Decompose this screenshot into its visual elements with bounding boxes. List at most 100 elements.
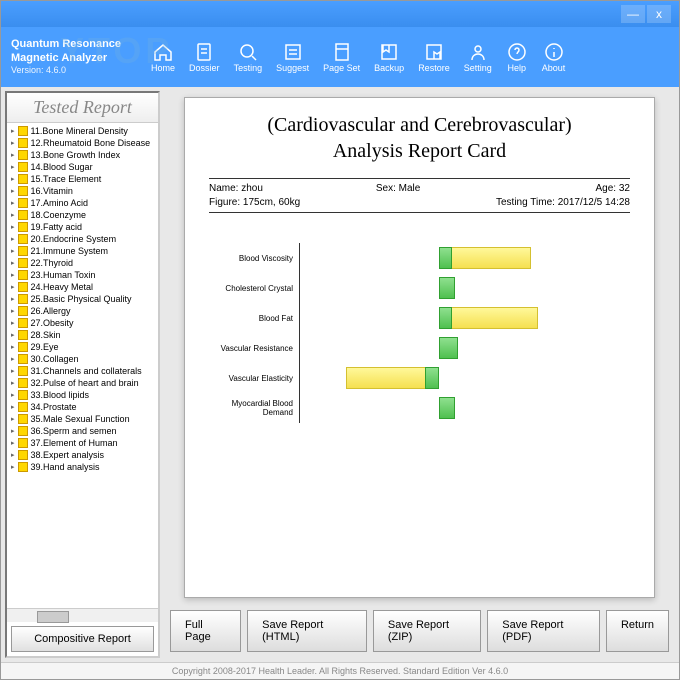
tree-item[interactable]: 37.Element of Human	[9, 437, 156, 449]
folder-icon	[18, 378, 28, 388]
tree-label: 14.Blood Sugar	[31, 162, 93, 172]
toolbar-setting[interactable]: Setting	[464, 41, 492, 73]
tree-label: 24.Heavy Metal	[31, 282, 94, 292]
toolbar-about[interactable]: About	[542, 41, 566, 73]
tree-item[interactable]: 31.Channels and collaterals	[9, 365, 156, 377]
tree-item[interactable]: 33.Blood lipids	[9, 389, 156, 401]
tree-label: 28.Skin	[31, 330, 61, 340]
tree-item[interactable]: 35.Male Sexual Function	[9, 413, 156, 425]
folder-icon	[18, 210, 28, 220]
tree-item[interactable]: 29.Eye	[9, 341, 156, 353]
return-button[interactable]: Return	[606, 610, 669, 652]
toolbar-backup[interactable]: Backup	[374, 41, 404, 73]
compositive-report-button[interactable]: Compositive Report	[11, 626, 154, 652]
folder-icon	[18, 426, 28, 436]
body: Tested Report 11.Bone Mineral Density12.…	[1, 87, 679, 662]
folder-icon	[18, 174, 28, 184]
tree-item[interactable]: 17.Amino Acid	[9, 197, 156, 209]
folder-icon	[18, 258, 28, 268]
folder-icon	[18, 222, 28, 232]
page-icon	[331, 41, 353, 63]
tree-item[interactable]: 19.Fatty acid	[9, 221, 156, 233]
tree-item[interactable]: 28.Skin	[9, 329, 156, 341]
doc-icon	[193, 41, 215, 63]
tree-label: 27.Obesity	[31, 318, 74, 328]
save-report-zip--button[interactable]: Save Report (ZIP)	[373, 610, 481, 652]
folder-icon	[18, 138, 28, 148]
tree-item[interactable]: 16.Vitamin	[9, 185, 156, 197]
meta-right: Age: 32 Testing Time: 2017/12/5 14:28	[496, 183, 630, 208]
toolbar-label: Suggest	[276, 63, 309, 73]
toolbar-home[interactable]: Home	[151, 41, 175, 73]
tree-item[interactable]: 15.Trace Element	[9, 173, 156, 185]
tree-item[interactable]: 23.Human Toxin	[9, 269, 156, 281]
tree-label: 30.Collagen	[31, 354, 79, 364]
tree-item[interactable]: 11.Bone Mineral Density	[9, 125, 156, 137]
tree-label: 32.Pulse of heart and brain	[31, 378, 139, 388]
folder-icon	[18, 294, 28, 304]
tree-label: 23.Human Toxin	[31, 270, 96, 280]
full-page-button[interactable]: Full Page	[170, 610, 241, 652]
search-icon	[237, 41, 259, 63]
tree-item[interactable]: 25.Basic Physical Quality	[9, 293, 156, 305]
tree-item[interactable]: 13.Bone Growth Index	[9, 149, 156, 161]
tree-item[interactable]: 39.Hand analysis	[9, 461, 156, 473]
chart-label: Blood Viscosity	[209, 254, 299, 263]
chart-row: Myocardial Blood Demand	[209, 393, 630, 423]
tree-item[interactable]: 24.Heavy Metal	[9, 281, 156, 293]
tree-item[interactable]: 38.Expert analysis	[9, 449, 156, 461]
app-name-1: Quantum Resonance	[11, 38, 121, 51]
chart-bar	[425, 367, 438, 389]
toolbar-dossier[interactable]: Dossier	[189, 41, 220, 73]
home-icon	[152, 41, 174, 63]
tree-label: 33.Blood lipids	[31, 390, 90, 400]
meta-mid: Sex: Male	[376, 183, 420, 208]
folder-icon	[18, 150, 28, 160]
button-row: Full PageSave Report (HTML)Save Report (…	[164, 604, 675, 658]
toolbar-help[interactable]: Help	[506, 41, 528, 73]
sidebar: Tested Report 11.Bone Mineral Density12.…	[5, 91, 160, 658]
toolbar-label: Testing	[234, 63, 263, 73]
report-page: (Cardiovascular and Cerebrovascular) Ana…	[184, 97, 655, 598]
tree-item[interactable]: 36.Sperm and semen	[9, 425, 156, 437]
chart-label: Myocardial Blood Demand	[209, 399, 299, 417]
tree-item[interactable]: 34.Prostate	[9, 401, 156, 413]
toolbar-suggest[interactable]: Suggest	[276, 41, 309, 73]
tree-label: 20.Endocrine System	[31, 234, 117, 244]
meta-time: Testing Time: 2017/12/5 14:28	[496, 197, 630, 208]
tree-item[interactable]: 12.Rheumatoid Bone Disease	[9, 137, 156, 149]
tree-item[interactable]: 18.Coenzyme	[9, 209, 156, 221]
tree-item[interactable]: 26.Allergy	[9, 305, 156, 317]
chart-bar	[439, 307, 452, 329]
folder-icon	[18, 462, 28, 472]
tree-item[interactable]: 32.Pulse of heart and brain	[9, 377, 156, 389]
toolbar-restore[interactable]: Restore	[418, 41, 450, 73]
chart-bar	[439, 247, 452, 269]
tree-label: 15.Trace Element	[31, 174, 102, 184]
toolbar-testing[interactable]: Testing	[234, 41, 263, 73]
chart-bar	[439, 337, 459, 359]
toolbar-label: Page Set	[323, 63, 360, 73]
h-scrollbar[interactable]	[7, 608, 158, 622]
tree-item[interactable]: 20.Endocrine System	[9, 233, 156, 245]
save-report-html--button[interactable]: Save Report (HTML)	[247, 610, 367, 652]
tree-item[interactable]: 14.Blood Sugar	[9, 161, 156, 173]
app-window: — x YTOP Quantum Resonance Magnetic Anal…	[0, 0, 680, 680]
tree-item[interactable]: 27.Obesity	[9, 317, 156, 329]
main-panel: (Cardiovascular and Cerebrovascular) Ana…	[164, 91, 675, 658]
save-report-pdf--button[interactable]: Save Report (PDF)	[487, 610, 600, 652]
list-icon	[282, 41, 304, 63]
toolbar-page set[interactable]: Page Set	[323, 41, 360, 73]
tree-label: 11.Bone Mineral Density	[31, 126, 128, 136]
chart-row: Blood Viscosity	[209, 243, 630, 273]
tree-label: 38.Expert analysis	[31, 450, 105, 460]
report-tree[interactable]: 11.Bone Mineral Density12.Rheumatoid Bon…	[7, 123, 158, 608]
minimize-button[interactable]: —	[621, 5, 645, 23]
close-button[interactable]: x	[647, 5, 671, 23]
folder-icon	[18, 126, 28, 136]
folder-icon	[18, 198, 28, 208]
tree-item[interactable]: 30.Collagen	[9, 353, 156, 365]
tree-item[interactable]: 22.Thyroid	[9, 257, 156, 269]
folder-icon	[18, 318, 28, 328]
tree-item[interactable]: 21.Immune System	[9, 245, 156, 257]
